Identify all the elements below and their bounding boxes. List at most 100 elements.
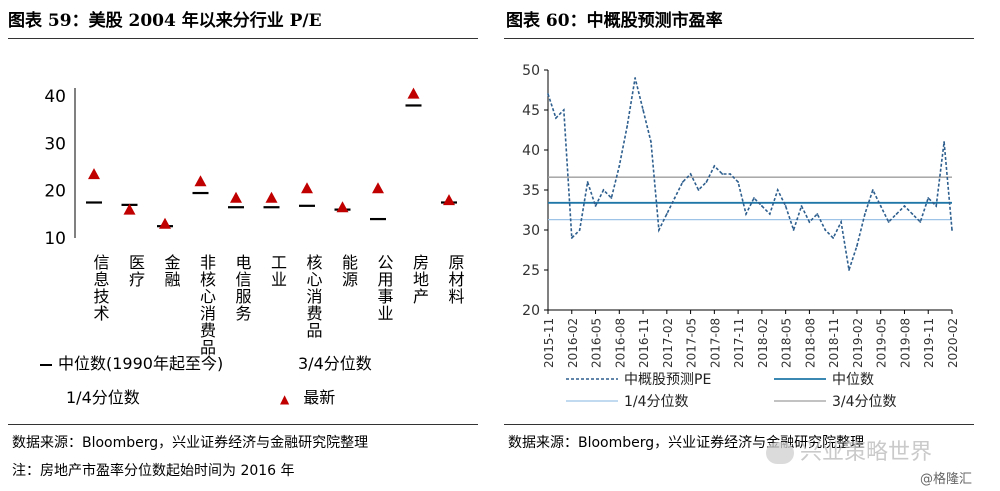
- pe-point-14: [658, 229, 660, 231]
- latest-marker-10: [443, 194, 455, 206]
- legend-latest-triangle-icon: ▲: [280, 392, 290, 406]
- pe-point-31: [792, 229, 795, 231]
- legend-q1-label: 1/4分位数: [66, 388, 140, 407]
- pe-point-9: [618, 165, 621, 167]
- pe-point-28: [768, 213, 771, 215]
- pe-point-12: [642, 109, 644, 111]
- pe-point-18: [689, 173, 692, 175]
- pe-point-50: [943, 141, 945, 143]
- left-y-tick-label-1: 20: [44, 182, 66, 202]
- right-legend: 中概股预测PE 中位数 1/4分位数 3/4分位数: [566, 372, 897, 410]
- left-x-labels: 信息技术 医疗 金融 非核心消费品 电信服务 工业 核心消费品 能源 公用事业 房地产 原材料: [91, 254, 465, 356]
- pe-point-33: [808, 221, 811, 223]
- x-category-label-4: 电信服务: [233, 254, 252, 322]
- legend-latest-label: 最新: [303, 388, 336, 407]
- right-y-tick-label-3: 35: [522, 183, 540, 199]
- pe-point-49: [935, 205, 938, 207]
- pe-point-5: [586, 181, 589, 183]
- left-y-tick-label-2: 30: [44, 134, 66, 154]
- pe-point-10: [626, 125, 629, 127]
- right-y-tick-label-2: 30: [522, 223, 540, 239]
- left-y-tick-label-0: 10: [44, 229, 66, 249]
- pe-point-25: [745, 213, 747, 215]
- pe-point-29: [776, 189, 779, 191]
- x-category-label-9: 房地产: [410, 254, 429, 305]
- right-y-axis: 20 25 30 35 40 45 50: [522, 63, 549, 319]
- left-y-tick-label-3: 40: [44, 87, 66, 107]
- right-x-tick-label-9: 2018-02: [756, 318, 770, 368]
- pe-point-26: [753, 197, 755, 199]
- legend-q3-item: 3/4分位数: [298, 350, 372, 374]
- pe-point-40: [863, 213, 866, 215]
- pe-point-17: [681, 181, 684, 183]
- right-series: [547, 77, 953, 271]
- pe-point-35: [824, 229, 827, 231]
- right-x-tick-label-10: 2018-05: [780, 318, 794, 368]
- left-boxes: [86, 87, 457, 229]
- right-x-tick-label-7: 2017-08: [708, 318, 722, 368]
- right-x-tick-label-13: 2019-02: [851, 318, 865, 368]
- watermark-brand: @格隆汇: [920, 472, 973, 487]
- pe-point-42: [879, 205, 882, 207]
- watermark-main: 兴业策略世界: [766, 434, 932, 466]
- pe-point-21: [713, 165, 716, 167]
- latest-marker-0: [88, 168, 100, 180]
- pe-point-36: [832, 237, 835, 239]
- pe-point-51: [951, 229, 953, 231]
- right-x-tick-label-17: 2020-02: [946, 318, 960, 368]
- right-y-tick-label-5: 45: [522, 103, 540, 119]
- pe-point-8: [610, 197, 613, 199]
- legend-median-label: 中位数(1990年起至今): [58, 354, 224, 373]
- legend-median-marker: [40, 363, 52, 366]
- watermark-main-text: 兴业策略世界: [800, 440, 933, 465]
- wechat-icon: [766, 442, 794, 464]
- pe-point-2: [562, 109, 565, 111]
- right-y-tick-label-0: 20: [522, 303, 540, 319]
- right-x-tick-label-5: 2017-02: [661, 318, 675, 368]
- pe-point-3: [570, 237, 573, 239]
- pe-point-20: [705, 181, 708, 183]
- right-x-tick-label-15: 2019-08: [898, 318, 912, 368]
- legend-q1-label: 1/4分位数: [624, 394, 689, 410]
- pe-point-46: [911, 213, 914, 215]
- left-source-text: 数据来源：Bloomberg，兴业证券经济与金融研究院整理: [12, 435, 369, 451]
- right-x-tick-label-1: 2016-02: [566, 318, 580, 368]
- pe-point-0: [547, 93, 549, 95]
- pe-point-1: [555, 117, 557, 119]
- pe-point-15: [665, 213, 668, 215]
- left-chart-title: 图表 59：美股 2004 年以来分行业 P/E: [8, 11, 322, 31]
- pe-point-19: [697, 189, 700, 191]
- latest-marker-1: [123, 203, 136, 215]
- pe-point-38: [848, 269, 850, 271]
- left-legend: 中位数(1990年起至今) 3/4分位数 1/4分位数 ▲ 最新: [40, 348, 480, 410]
- pe-point-39: [856, 245, 858, 247]
- right-x-tick-label-6: 2017-05: [685, 318, 699, 368]
- pe-point-24: [737, 181, 740, 183]
- left-title-rule: [8, 38, 478, 39]
- pe-point-6: [594, 205, 597, 207]
- legend-latest-item: ▲ 最新: [280, 384, 335, 408]
- left-footnote: 注：房地产市盈率分位数起始时间为 2016 年: [12, 463, 295, 479]
- right-x-tick-label-11: 2018-08: [803, 318, 817, 368]
- right-source-rule: [504, 424, 974, 425]
- latest-marker-2: [159, 217, 171, 229]
- right-y-tick-label-1: 25: [522, 263, 540, 279]
- pe-series-line: [547, 77, 953, 271]
- right-x-tick-label-0: 2015-11: [542, 318, 556, 368]
- legend-median-label: 中位数: [832, 372, 874, 388]
- pe-point-27: [760, 205, 763, 207]
- right-x-tick-label-14: 2019-05: [875, 318, 889, 368]
- pe-point-4: [578, 229, 581, 231]
- left-y-axis: 10 20 30 40: [44, 87, 76, 249]
- latest-marker-9: [407, 87, 420, 99]
- legend-pe-label: 中概股预测PE: [624, 372, 711, 388]
- latest-marker-5: [265, 191, 278, 203]
- pe-point-22: [721, 173, 724, 175]
- pe-point-45: [903, 205, 906, 207]
- x-category-label-7: 能源: [339, 254, 358, 288]
- legend-q3-label: 3/4分位数: [832, 394, 897, 410]
- right-x-axis: 2015-11 2016-02 2016-05 2016-08 2016-11 2017-…: [542, 309, 960, 368]
- pe-point-11: [634, 77, 637, 79]
- x-category-label-2: 金融: [162, 254, 181, 288]
- left-source-rule: [8, 424, 478, 425]
